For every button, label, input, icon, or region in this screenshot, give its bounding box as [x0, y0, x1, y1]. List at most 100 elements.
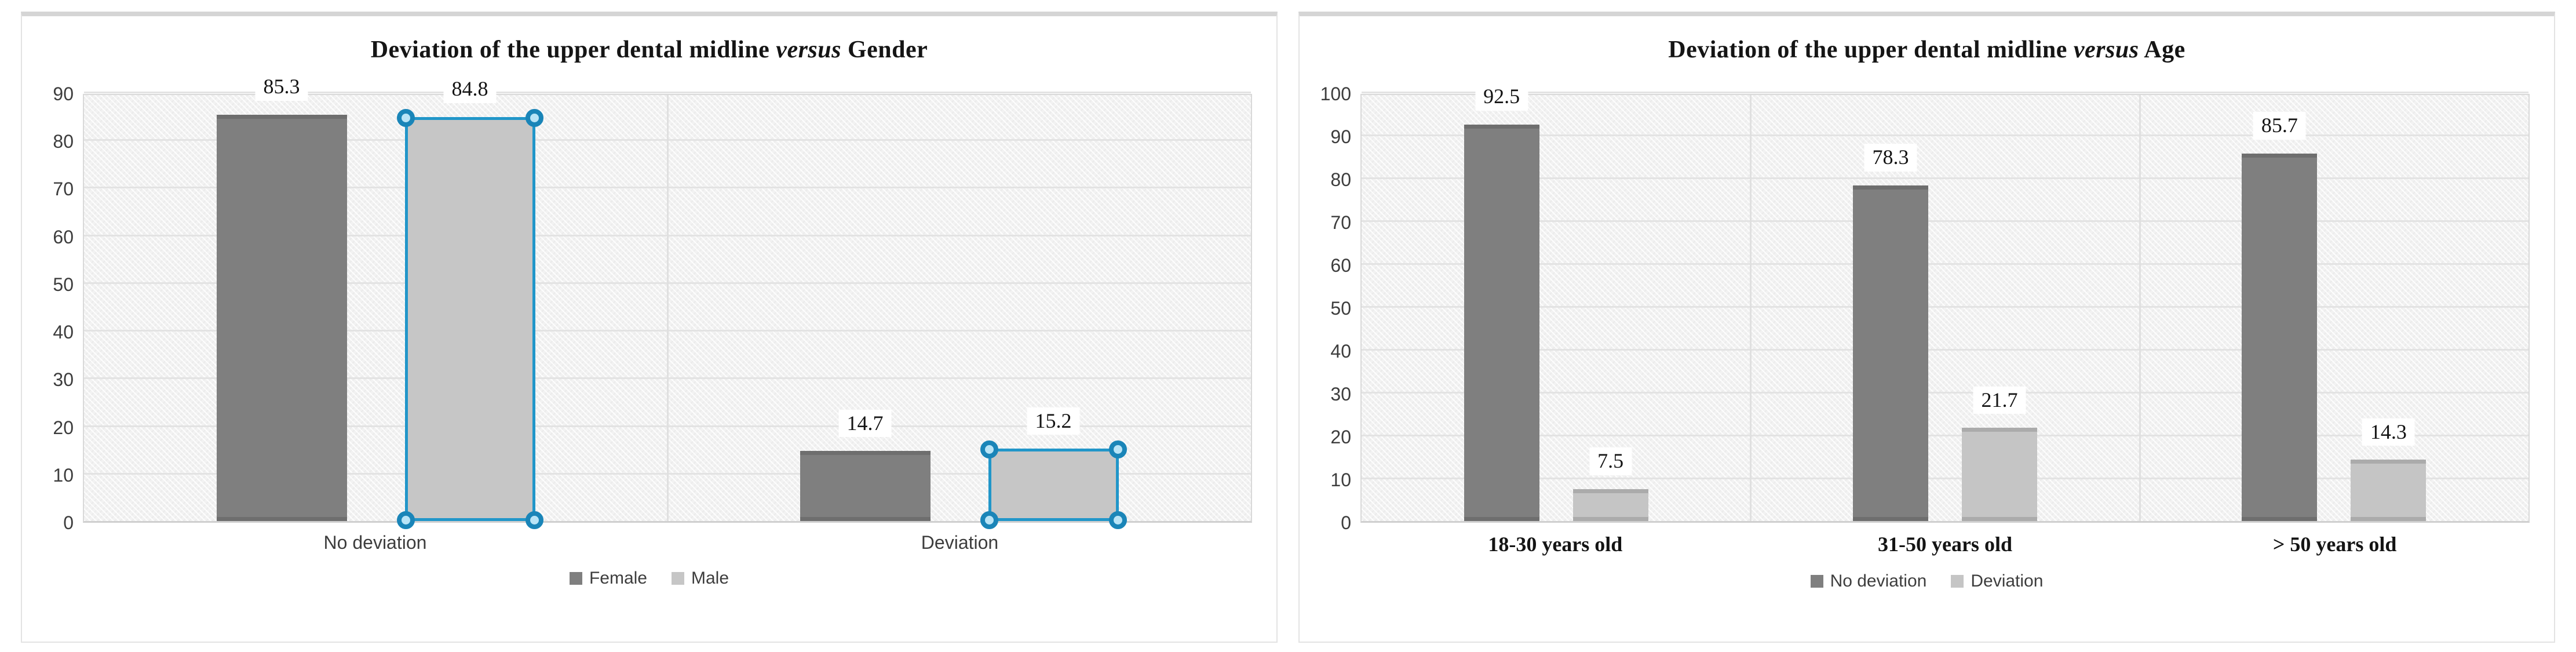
gridline [1362, 263, 2528, 265]
selection-handle-tr[interactable] [525, 108, 543, 127]
data-label-no-deviation-31-50-years-old: 78.3 [1864, 144, 1917, 172]
gender-chart-panel: Deviation of the upper dental midline ve… [21, 12, 1278, 643]
data-label-female-no-deviation: 85.3 [255, 73, 308, 101]
bar-no-deviation-18-30-years-old[interactable] [1464, 124, 1539, 521]
category-group-31-50-years-old: 78.3 21.7 [1750, 95, 2139, 521]
bar-deviation-31-50-years-old[interactable] [1961, 428, 2037, 521]
legend: Female Male [22, 569, 1276, 588]
gridline [1362, 177, 2528, 179]
category-label-deviation: Deviation [921, 532, 999, 553]
data-label-female-deviation: 14.7 [838, 409, 892, 438]
y-axis-tick-label: 0 [63, 512, 74, 533]
data-label-no-deviation-18-30-years-old: 92.5 [1475, 83, 1528, 111]
y-axis-tick-label: 80 [1330, 169, 1351, 190]
legend-marker-deviation [1951, 575, 1964, 588]
y-axis: 0 10 20 30 40 50 60 70 80 90 [22, 85, 83, 532]
legend: No deviation Deviation [1300, 571, 2554, 591]
y-axis-tick-label: 50 [53, 274, 74, 295]
bar-female-no-deviation[interactable] [216, 114, 347, 521]
bar-deviation-18-30-years-old[interactable] [1572, 489, 1648, 521]
bar-no-deviation-50-years-old[interactable] [2242, 153, 2318, 521]
data-label-male-no-deviation: 84.8 [443, 75, 497, 103]
y-axis-tick-label: 40 [53, 322, 74, 343]
bar-female-deviation[interactable] [800, 451, 931, 521]
y-axis-tick-label: 80 [53, 131, 74, 152]
legend-label-deviation: Deviation [1971, 571, 2044, 591]
category-label-31-50-years-old: 31-50 years old [1877, 533, 2012, 556]
bar-slot: 21.7 [1961, 95, 2037, 521]
legend-label-no-deviation: No deviation [1830, 571, 1927, 591]
gridline [84, 92, 1251, 93]
y-axis-tick-label: 30 [1330, 384, 1351, 405]
selection-handle-br[interactable] [1108, 511, 1127, 529]
plot-area: 85.3 84.8 14.7 15.2 [83, 73, 1252, 529]
plot-area: 92.5 7.5 78.3 21.7 85.7 14.3 [1360, 83, 2530, 523]
gender-chart-title: Deviation of the upper dental midline ve… [22, 36, 1276, 64]
y-axis-tick-label: 10 [1330, 469, 1351, 490]
bar-slot: 14.7 [800, 95, 931, 521]
category-separator-gridline [2139, 95, 2141, 521]
data-label-male-deviation: 15.2 [1027, 407, 1080, 435]
bar-slot: 7.5 [1572, 95, 1648, 521]
title-italic-word: versus [776, 37, 841, 63]
category-label-50-years-old: > 50 years old [2272, 533, 2397, 556]
selection-handle-tl[interactable] [980, 440, 998, 459]
gridline [1362, 306, 2528, 308]
data-label-no-deviation-50-years-old: 85.7 [2253, 112, 2306, 140]
selection-handle-tr[interactable] [1108, 440, 1127, 459]
y-axis-tick-label: 60 [1330, 255, 1351, 276]
legend-marker-no-deviation [1810, 575, 1823, 588]
selection-handle-tl[interactable] [396, 108, 415, 127]
bar-slot: 14.3 [2351, 95, 2427, 521]
gridline [1362, 478, 2528, 479]
selection-handle-bl[interactable] [980, 511, 998, 529]
gender-chart-area: 0 10 20 30 40 50 60 70 80 90 85.3 84.8 14.7 15.2 No … [22, 64, 1276, 588]
bar-no-deviation-31-50-years-old[interactable] [1852, 185, 1928, 521]
legend-item-no-deviation[interactable]: No deviation [1810, 571, 1927, 591]
age-chart-area: 0 10 20 30 40 50 60 70 80 90 100 92.5 7.5 78.3 21.7 85… [1300, 64, 2554, 591]
gridline [1362, 134, 2528, 136]
bar-deviation-50-years-old[interactable] [2351, 460, 2427, 521]
y-axis-tick-label: 40 [1330, 341, 1351, 362]
bar-male-no-deviation[interactable] [396, 108, 543, 529]
bar-slot: 15.2 [980, 95, 1127, 529]
gridline [1362, 435, 2528, 436]
legend-label-female: Female [589, 569, 647, 588]
y-axis-tick-label: 100 [1320, 83, 1351, 104]
legend-item-female[interactable]: Female [569, 569, 647, 588]
gridline [1362, 392, 2528, 394]
y-axis-tick-label: 0 [1341, 512, 1351, 533]
bar-slot: 84.8 [396, 75, 543, 529]
category-separator-gridline [667, 95, 669, 521]
legend-marker-female [569, 572, 582, 585]
bar-slot: 85.3 [216, 73, 347, 521]
bar-male-deviation[interactable] [980, 440, 1127, 529]
age-chart-title: Deviation of the upper dental midline ve… [1300, 36, 2554, 64]
selection-handle-br[interactable] [525, 511, 543, 529]
title-text: Deviation of the upper dental midline [370, 37, 776, 63]
category-axis: 18-30 years old 31-50 years old > 50 years… [1360, 532, 2530, 556]
title-text: Age [2139, 37, 2185, 63]
title-text: Deviation of the upper dental midline [1668, 37, 2074, 63]
title-italic-word: versus [2073, 37, 2139, 63]
data-label-deviation-18-30-years-old: 7.5 [1589, 447, 1632, 475]
y-axis-tick-label: 70 [1330, 212, 1351, 233]
bar-slot: 92.5 [1464, 83, 1539, 521]
y-axis-tick-label: 20 [1330, 427, 1351, 447]
selection-handle-bl[interactable] [396, 511, 415, 529]
y-axis-tick-label: 50 [1330, 298, 1351, 319]
data-label-deviation-50-years-old: 14.3 [2362, 418, 2415, 446]
y-axis-tick-label: 90 [53, 83, 74, 104]
legend-item-male[interactable]: Male [672, 569, 729, 588]
legend-item-deviation[interactable]: Deviation [1951, 571, 2043, 591]
category-separator-gridline [1750, 95, 1752, 521]
category-label-no-deviation: No deviation [323, 532, 427, 553]
gridline [1362, 92, 2528, 93]
category-group-50-years-old: 85.7 14.3 [2140, 95, 2528, 521]
category-label-18-30-years-old: 18-30 years old [1488, 533, 1623, 556]
y-axis-tick-label: 90 [1330, 126, 1351, 147]
data-label-deviation-31-50-years-old: 21.7 [1973, 387, 2026, 414]
y-axis-tick-label: 70 [53, 179, 74, 200]
y-axis-tick-label: 20 [53, 417, 74, 438]
gridline [1362, 220, 2528, 222]
